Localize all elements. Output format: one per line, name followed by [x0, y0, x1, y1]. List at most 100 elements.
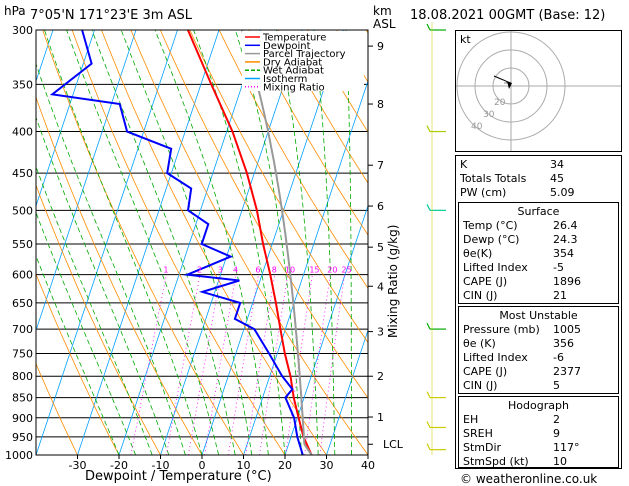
- datetime-title: 18.08.2021 00GMT (Base: 12): [410, 8, 606, 23]
- wet-adiabat-line: [36, 211, 136, 455]
- dry-adiabat-line: [277, 30, 368, 184]
- legend-label: Temperature: [262, 33, 326, 44]
- hodo-ring-20: 20: [494, 98, 506, 108]
- hodograph-section: Hodograph EH 2 SREH 9 StmDir 117° StmSpd (k…: [458, 396, 619, 468]
- pressure-tick-label: 600: [12, 269, 33, 282]
- mixing-ratio-line: [245, 274, 276, 455]
- x-tick-label: 40: [361, 459, 375, 472]
- mixing-ratio-line: [285, 274, 313, 455]
- mixing-ratio-line: [130, 274, 167, 455]
- dry-adiabat-line: [71, 30, 286, 455]
- pressure-tick-label: 400: [12, 126, 33, 139]
- x-tick-label: 10: [237, 459, 251, 472]
- wet-adiabat-line: [91, 30, 236, 455]
- index-row: K 34: [460, 158, 564, 171]
- mixing-ratio-line: [204, 274, 237, 455]
- isotherm-line: [160, 30, 303, 455]
- x-tick-label: 20: [278, 459, 292, 472]
- wind-barb-flag: [426, 391, 431, 398]
- km-tick-label: 8: [377, 98, 384, 111]
- legend-label: Mixing Ratio: [263, 82, 325, 93]
- mixing-ratio-axis-label: Mixing Ratio (g/kg): [386, 224, 400, 338]
- legend-label: Dewpoint: [263, 41, 311, 52]
- legend-background: [242, 31, 364, 91]
- dry-adiabat-line: [36, 273, 120, 455]
- mixing-ratio-line: [188, 274, 222, 455]
- mixing-ratio-label: 25: [342, 266, 352, 275]
- hodo-ring-40: 40: [471, 122, 483, 132]
- credit-link[interactable]: © weatheronline.co.uk: [460, 472, 598, 486]
- surface-row: Lifted Index -5: [463, 261, 564, 274]
- wet-adiabat-line: [234, 30, 302, 455]
- km-tick-label: 4: [377, 280, 384, 293]
- hodo-row: StmDir 117°: [463, 441, 580, 454]
- mixing-ratio-label: 15: [309, 266, 319, 275]
- isotherm-line: [77, 30, 220, 455]
- mu-row: Pressure (mb) 1005: [463, 323, 581, 336]
- parcel-trajectory: [241, 30, 313, 455]
- wet-adiabat-line: [193, 30, 286, 455]
- isotherm-line: [201, 30, 344, 455]
- km-tick-label: 2: [377, 370, 384, 383]
- dry-adiabat-line: [36, 96, 203, 455]
- wet-adiabat-line: [345, 30, 352, 455]
- pressure-tick-label: 750: [12, 347, 33, 360]
- hodo-kt-label: kt: [460, 33, 471, 46]
- pressure-tick-label: 800: [12, 370, 33, 383]
- mu-row: θe (K) 356: [463, 337, 574, 350]
- mixing-ratio-line: [227, 274, 259, 455]
- legend-label: Parcel Trajectory: [263, 49, 346, 60]
- dry-adiabat-line: [42, 30, 244, 455]
- most-unstable-section: Most Unstable Pressure (mb) 1005 θe (K) 35…: [458, 306, 619, 394]
- dry-adiabat-line: [218, 30, 368, 289]
- dewpoint-profile: [49, 30, 304, 455]
- pressure-tick-label: 1000: [5, 449, 33, 462]
- surface-row: CAPE (J) 1896: [463, 275, 581, 288]
- hodo-row: EH 2: [463, 413, 560, 426]
- x-axis-label: Dewpoint / Temperature (°C): [85, 469, 272, 484]
- pressure-tick-label: 300: [12, 24, 33, 37]
- surface-title: Surface: [517, 205, 560, 218]
- x-tick-label: -20: [110, 459, 128, 472]
- hpa-label: hPa: [4, 4, 26, 18]
- mu-row: Lifted Index -6: [463, 351, 564, 364]
- x-tick-label: 0: [199, 459, 206, 472]
- hodograph-plot: 20 30 40: [456, 31, 621, 151]
- mixing-ratio-label: 1: [163, 266, 168, 275]
- pressure-tick-label: 500: [12, 204, 33, 217]
- mixing-ratio-label: 6: [255, 266, 260, 275]
- km-tick-label: 1: [377, 411, 384, 424]
- wet-adiabat-line: [313, 30, 336, 455]
- hodograph-panel: 20 30 40 kt: [455, 30, 622, 152]
- wind-barb-flag: [426, 443, 431, 450]
- isotherm-line: [0, 30, 12, 455]
- dry-adiabat-line: [130, 30, 368, 455]
- mixing-ratio-label: 20: [327, 266, 337, 275]
- surface-row: Dewp (°C) 24.3: [463, 233, 578, 246]
- surface-section: Surface Temp (°C) 26.4 Dewp (°C) 24.3 θe(K…: [458, 202, 619, 304]
- wind-barb-flag: [426, 204, 431, 211]
- hodo-row: SREH 9: [463, 427, 560, 440]
- km-tick-label: 5: [377, 241, 384, 254]
- hodograph-title: Hodograph: [508, 399, 569, 412]
- dry-adiabat-line: [248, 30, 368, 236]
- mixing-ratio-label: 4: [233, 266, 238, 275]
- hodo-ring-30: 30: [483, 110, 495, 120]
- km-tick-label: 6: [377, 200, 384, 213]
- wind-barb-flag: [426, 23, 431, 31]
- wet-adiabat-line: [367, 425, 368, 455]
- mixing-ratio-label: 3: [218, 266, 223, 275]
- surface-row: Temp (°C) 26.4: [463, 219, 578, 232]
- wind-barb-flag: [426, 421, 431, 428]
- pressure-tick-label: 450: [12, 167, 33, 180]
- mixing-ratio-label: 2: [197, 266, 202, 275]
- pressure-tick-label: 850: [12, 392, 33, 405]
- km-tick-label: 3: [377, 326, 384, 339]
- pressure-tick-label: 900: [12, 412, 33, 425]
- wind-barb-flag: [426, 322, 431, 330]
- most-unstable-title: Most Unstable: [499, 309, 578, 322]
- legend-label: Wet Adiabat: [263, 66, 324, 77]
- km-tick-label: 7: [377, 159, 384, 172]
- wet-adiabat-line: [44, 30, 203, 455]
